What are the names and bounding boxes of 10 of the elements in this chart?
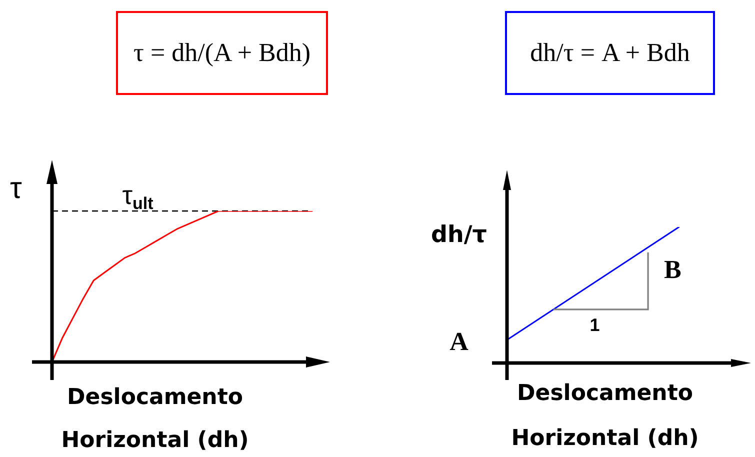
y-axis-title: dh/τ bbox=[431, 222, 487, 248]
ref-line-label: τ$_{ult}$ bbox=[122, 180, 154, 213]
chart-title: dh/τ = A + Bdh bbox=[530, 38, 690, 68]
x-axis-title: Deslocamento Horizontal (dh) bbox=[60, 384, 250, 455]
chart-title: τ = dh/(A + Bdh) bbox=[134, 38, 310, 68]
text: A bbox=[450, 326, 468, 356]
y-axis-title: τ bbox=[10, 172, 22, 206]
annotation: B bbox=[664, 254, 682, 284]
x-axis-title: Deslocamento Horizontal (dh) bbox=[510, 380, 700, 453]
annotation: 1 bbox=[590, 315, 600, 336]
